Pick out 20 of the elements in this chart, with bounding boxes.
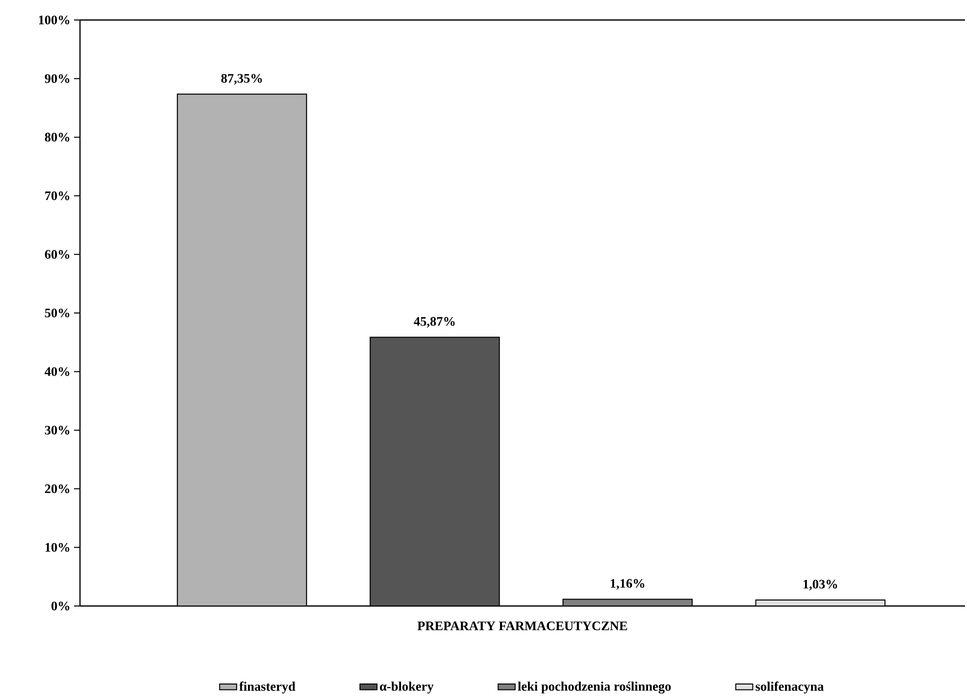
data-label: 1,03% [804,580,838,590]
y-tick-label: 30% [44,426,70,435]
data-label: 87,35% [221,74,262,85]
data-label: 1,16% [610,579,644,590]
y-tick-label: 20% [45,484,70,494]
y-tick-label: 90% [44,74,70,83]
y-tick-label: 60% [44,250,70,259]
y-tick-label: 50% [44,308,70,318]
y-tick-label: 0% [51,602,70,610]
y-tick-label: 80% [44,132,70,142]
y-tick-label: 70% [45,191,70,200]
legend-label: α-blokery [380,682,434,694]
y-tick-label: 10% [46,542,70,552]
y-tick-label: 40% [44,367,70,376]
y-tick-label: 100% [39,16,70,24]
x-axis-title: PREPARATY FARMACEUTYCZNE [417,622,628,630]
legend-label: finasteryd [239,682,296,694]
legend-label: leki pochodzenia roślinnego [518,682,671,694]
legend-label: solifenacyna [756,682,824,694]
data-label: 45,87% [414,317,455,328]
